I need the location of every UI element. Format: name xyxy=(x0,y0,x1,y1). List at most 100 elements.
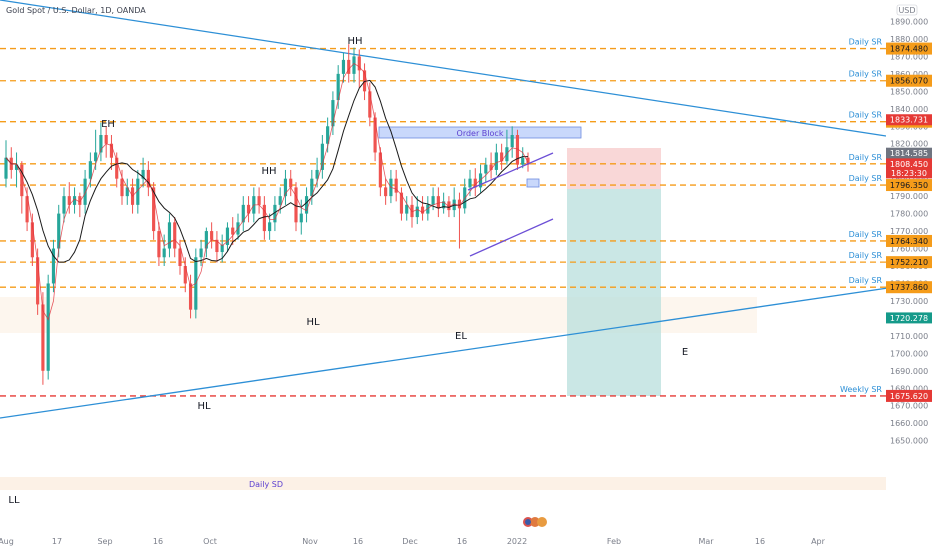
candle-body xyxy=(41,304,45,371)
time-axis[interactable] xyxy=(0,535,886,550)
candle-body xyxy=(167,222,172,249)
candle-body xyxy=(67,196,71,205)
moving-average-red xyxy=(5,62,529,321)
price-tick-label: 1780.000 xyxy=(890,210,928,219)
price-tag-text: 1833.731 xyxy=(890,116,928,125)
time-tick-label: Mar xyxy=(698,537,714,546)
sr-level-label: Daily SR xyxy=(849,251,883,260)
price-tag-text: 1720.278 xyxy=(890,314,928,323)
order-block-zone xyxy=(378,126,582,139)
price-tick-label: 1650.000 xyxy=(890,437,928,446)
candle-body xyxy=(183,266,187,284)
candle-body xyxy=(431,196,435,205)
sr-price-box xyxy=(886,234,932,247)
order-block-label: Order Block xyxy=(457,129,504,138)
candle-body xyxy=(14,164,19,170)
small-order-block xyxy=(526,178,540,188)
candle-body xyxy=(500,152,504,162)
price-tick-label: 1870.000 xyxy=(890,52,928,61)
structure-label: LL xyxy=(8,495,20,506)
candle-body xyxy=(510,135,514,148)
candle-body xyxy=(484,164,488,174)
candle-body xyxy=(262,204,266,232)
candle-body xyxy=(99,135,103,153)
stop-loss-zone xyxy=(567,148,661,189)
candle-body xyxy=(231,227,235,235)
sr-price-box xyxy=(886,389,932,402)
structure-label: HH xyxy=(347,36,362,47)
currency-badge[interactable] xyxy=(896,4,918,16)
candle-body xyxy=(468,178,472,188)
candle-body xyxy=(109,143,114,158)
sr-level-label: Daily SR xyxy=(849,38,883,47)
time-axis-ticks: Aug 17 Sep 16 Oct Nov 16 Dec 16 2022 Feb Mar 16 Apr xyxy=(0,537,826,546)
channel-upper-line[interactable] xyxy=(467,152,554,191)
candle-body xyxy=(368,91,372,118)
sr-price-box xyxy=(886,281,932,294)
candle-body xyxy=(62,196,66,214)
price-tick-label: 1710.000 xyxy=(890,332,928,341)
sr-price-label: 1675.620 xyxy=(890,392,928,401)
sr-level-label: Daily SR xyxy=(849,174,883,183)
chart-title: Gold Spot / U.S. Dollar, 1D, OANDA xyxy=(6,6,146,15)
candle-body xyxy=(299,213,303,223)
candle-body xyxy=(241,204,245,223)
price-tags: 1874.4801856.0701832.6301808.5001796.350… xyxy=(886,42,932,402)
ascending-trendline[interactable] xyxy=(0,287,889,419)
candle-body xyxy=(57,213,61,249)
price-tick-label: 1820.000 xyxy=(890,140,928,149)
sr-levels: Daily SR Daily SR Daily SR Daily SR Daily SR… xyxy=(0,38,886,397)
sr-price-box xyxy=(886,256,932,269)
descending-trendline[interactable] xyxy=(0,0,887,137)
price-tick-label: 1840.000 xyxy=(890,105,928,114)
candle-body xyxy=(88,161,92,179)
candle-body xyxy=(494,152,498,170)
price-tick-label: 1850.000 xyxy=(890,87,928,96)
price-axis[interactable] xyxy=(886,0,932,550)
economic-events-icon[interactable] xyxy=(523,517,547,527)
time-tick-label: Sep xyxy=(97,537,112,546)
time-tick-label: Feb xyxy=(607,537,621,546)
structure-label: HL xyxy=(306,317,320,328)
sr-price-box xyxy=(886,42,932,55)
moving-average-black xyxy=(5,79,528,263)
sr-price-label: 1752.210 xyxy=(890,258,928,267)
time-tick-label: 16 xyxy=(353,537,363,546)
candle-body xyxy=(204,231,208,249)
candle-body xyxy=(20,164,24,197)
candle-body xyxy=(294,187,298,223)
candle-body xyxy=(399,192,404,214)
candle-body xyxy=(104,135,108,144)
candle-body xyxy=(162,248,166,258)
structure-label: EL xyxy=(455,331,467,342)
candle-body xyxy=(225,227,230,246)
candle-body xyxy=(173,222,177,249)
time-tick-label: 16 xyxy=(457,537,467,546)
candle-body xyxy=(442,201,446,209)
daily-sd-zone xyxy=(0,477,886,490)
candle-body xyxy=(336,73,340,101)
candle-body xyxy=(257,196,261,205)
candle-body xyxy=(415,206,419,218)
sr-level-label: Weekly SR xyxy=(840,385,882,394)
candle-body xyxy=(405,204,409,214)
structure-label: E xyxy=(682,347,688,358)
candle-body xyxy=(199,248,203,258)
candle-body xyxy=(457,199,462,209)
price-tick-label: 1670.000 xyxy=(890,402,928,411)
price-tick-label: 1860.000 xyxy=(890,70,928,79)
sr-price-box xyxy=(886,179,932,192)
sr-price-label: 1764.340 xyxy=(890,237,928,246)
channel-lower-line[interactable] xyxy=(469,218,554,257)
candle-body xyxy=(320,143,324,170)
time-tick-label: Aug xyxy=(0,537,14,546)
candle-body xyxy=(83,178,87,205)
price-tag-alert xyxy=(886,114,932,126)
candle-body xyxy=(157,231,161,258)
candle-body xyxy=(347,59,351,74)
candle-body xyxy=(447,201,451,211)
candle-body xyxy=(315,169,319,179)
candle-body xyxy=(515,135,520,165)
